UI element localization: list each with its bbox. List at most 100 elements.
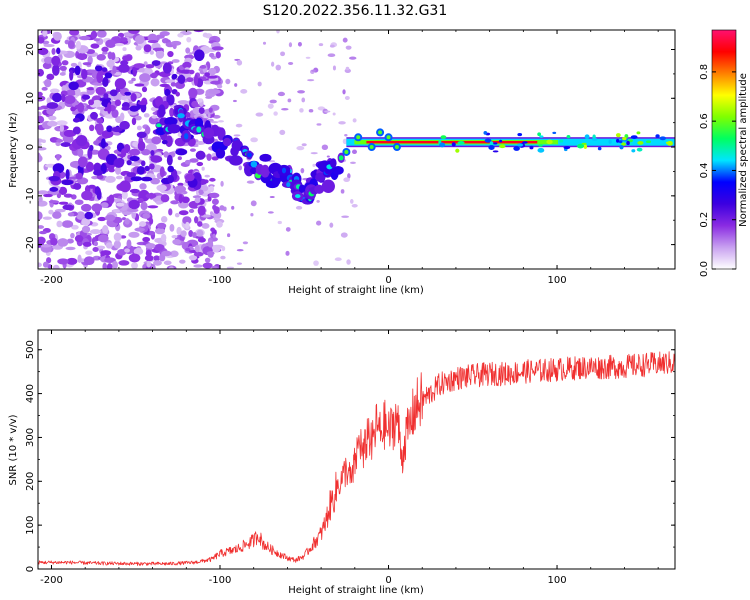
- noise-spot: [296, 146, 305, 151]
- noise-spot: [93, 38, 100, 42]
- noise-spot: [188, 255, 198, 261]
- noise-spot: [342, 89, 346, 95]
- noise-spot: [161, 250, 172, 257]
- noise-spot: [46, 107, 56, 115]
- noise-spot: [206, 153, 212, 161]
- noise-blob: [120, 60, 129, 66]
- noise-spot: [332, 112, 336, 116]
- noise-spot: [47, 120, 58, 127]
- noise-spot: [198, 189, 204, 195]
- y-tick-label: -10: [25, 188, 36, 204]
- line-spot: [455, 148, 460, 153]
- noise-spot: [194, 244, 200, 253]
- noise-spot: [317, 106, 326, 111]
- noise-spot: [310, 152, 318, 155]
- noise-spot: [141, 149, 151, 156]
- noise-spot: [153, 243, 165, 251]
- noise-spot: [43, 43, 55, 48]
- noise-blob: [65, 168, 70, 180]
- noise-spot: [204, 72, 211, 77]
- noise-blob: [137, 101, 148, 106]
- noise-spot: [179, 259, 186, 264]
- noise-blob: [81, 94, 91, 100]
- noise-blob: [145, 193, 157, 199]
- noise-blob: [132, 68, 137, 77]
- line-start-core: [356, 135, 361, 140]
- noise-blob: [169, 107, 175, 118]
- noise-spot: [176, 226, 182, 236]
- noise-blob: [108, 194, 115, 205]
- noise-spot: [102, 51, 108, 55]
- noise-spot: [343, 177, 350, 183]
- noise-spot: [301, 97, 306, 103]
- line-spot: [621, 142, 626, 146]
- noise-spot: [45, 257, 52, 264]
- snr-x-ticks: -200 -100 0 100: [40, 330, 659, 586]
- noise-spot: [308, 108, 314, 113]
- noise-spot: [95, 86, 107, 95]
- noise-blob: [104, 72, 113, 79]
- noise-spot: [120, 235, 127, 239]
- noise-spot: [42, 62, 52, 70]
- noise-blob: [62, 204, 74, 211]
- noise-spot: [201, 166, 205, 171]
- noise-blob: [88, 99, 95, 106]
- noise-spot: [269, 196, 275, 199]
- line-spot: [655, 134, 660, 138]
- line-spot: [630, 135, 638, 139]
- noise-blob: [49, 186, 59, 192]
- noise-spot: [271, 61, 275, 67]
- noise-spot: [107, 51, 113, 60]
- noise-blob: [93, 169, 104, 176]
- noise-blob: [129, 188, 140, 194]
- noise-spot: [185, 221, 190, 230]
- noise-blob: [119, 180, 131, 193]
- noise-blob: [140, 176, 153, 182]
- noise-spot: [297, 90, 305, 94]
- noise-spot: [143, 113, 150, 118]
- noise-spot: [102, 262, 108, 269]
- noise-blob: [64, 95, 76, 105]
- noise-spot: [65, 89, 77, 96]
- noise-spot: [340, 232, 348, 238]
- noise-blob: [101, 67, 108, 72]
- noise-blob: [175, 91, 180, 97]
- noise-blob: [178, 194, 183, 204]
- noise-spot: [188, 208, 195, 214]
- noise-spot: [106, 263, 113, 269]
- noise-spot: [40, 244, 52, 248]
- noise-spot: [213, 217, 220, 221]
- noise-blob: [188, 69, 195, 75]
- noise-spot: [221, 245, 226, 252]
- noise-spot: [208, 107, 213, 113]
- noise-blob: [133, 63, 146, 69]
- noise-spot: [150, 177, 161, 185]
- noise-spot: [128, 253, 141, 263]
- noise-spot: [327, 53, 336, 57]
- noise-spot: [145, 266, 152, 269]
- noise-spot: [182, 61, 192, 69]
- noise-spot: [114, 99, 122, 107]
- line-spot: [537, 132, 542, 137]
- noise-spot: [287, 98, 292, 103]
- noise-spot: [128, 231, 140, 238]
- noise-spot: [101, 46, 109, 53]
- noise-spot: [350, 161, 356, 165]
- noise-spot: [171, 234, 178, 239]
- noise-spot: [49, 88, 60, 94]
- line-spot: [489, 141, 494, 146]
- trace-core: [177, 113, 185, 119]
- noise-spot: [163, 151, 169, 158]
- noise-spot: [345, 66, 350, 71]
- noise-spot: [38, 236, 46, 245]
- noise-spot: [211, 198, 219, 205]
- noise-spot: [43, 56, 54, 64]
- colorbar-tick-label: 0.4: [699, 162, 710, 178]
- noise-blob: [151, 60, 161, 66]
- noise-spot: [100, 202, 109, 208]
- noise-spot: [67, 212, 75, 217]
- noise-spot: [76, 211, 86, 220]
- noise-blob: [77, 156, 88, 168]
- noise-spot: [242, 241, 249, 245]
- noise-spot: [128, 80, 134, 84]
